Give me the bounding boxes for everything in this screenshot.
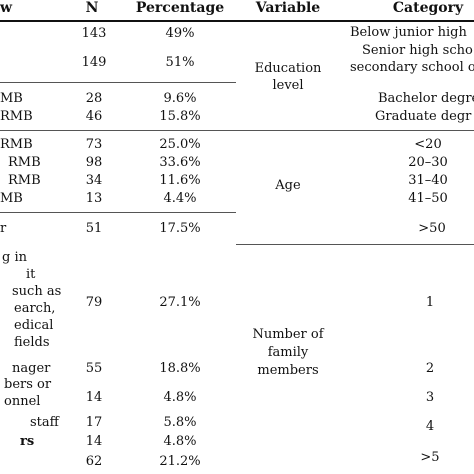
var-age: Age <box>275 178 301 193</box>
cat-age: <20 <box>414 137 442 152</box>
row-label: staff <box>30 415 59 430</box>
cell-pct: 4.8% <box>163 434 197 449</box>
cell-pct: 21.2% <box>159 454 201 469</box>
cat-education: Bachelor degre <box>378 91 474 106</box>
row-label: r <box>0 221 7 236</box>
cell-n: 46 <box>85 109 103 124</box>
cell-n: 34 <box>85 173 103 188</box>
cat-family: 1 <box>425 295 435 310</box>
row-label: RMB <box>0 109 33 124</box>
row-label: edical <box>14 318 54 333</box>
cell-pct: 17.5% <box>159 221 201 236</box>
cat-education: Graduate degr <box>375 109 472 124</box>
row-label: RMB <box>8 173 41 188</box>
cell-n: 149 <box>81 55 107 70</box>
section-rule <box>236 130 474 131</box>
cell-pct: 4.4% <box>163 191 197 206</box>
cat-family: 3 <box>425 390 435 405</box>
section-rule <box>0 130 236 131</box>
cell-pct: 15.8% <box>159 109 201 124</box>
row-label: earch, <box>14 301 56 316</box>
header-percentage: Percentage <box>135 0 225 16</box>
row-label: bers or <box>4 377 52 392</box>
var-family: Number of <box>252 327 324 342</box>
row-label: MB <box>0 191 23 206</box>
section-rule <box>0 212 236 213</box>
cell-pct: 51% <box>165 55 195 70</box>
header-rule <box>0 20 474 22</box>
row-label: nager <box>12 361 51 376</box>
var-family-line2: family <box>267 345 309 360</box>
cell-pct: 18.8% <box>159 361 201 376</box>
cell-pct: 11.6% <box>159 173 201 188</box>
cell-n: 79 <box>85 295 103 310</box>
cell-pct: 27.1% <box>159 295 201 310</box>
var-education-line2: level <box>272 78 304 93</box>
cell-n: 28 <box>85 91 103 106</box>
cell-n: 143 <box>81 26 107 41</box>
cat-education: Below junior high <box>350 25 467 40</box>
cell-n: 55 <box>85 361 103 376</box>
cell-pct: 25.0% <box>159 137 201 152</box>
cat-education: secondary school o <box>350 60 474 75</box>
cell-n: 98 <box>85 155 103 170</box>
cell-n: 13 <box>85 191 103 206</box>
cat-age: >50 <box>418 221 446 236</box>
var-education: Education <box>254 61 322 76</box>
row-label: it <box>26 267 36 282</box>
cat-family: 2 <box>425 361 435 376</box>
header-category: Category <box>392 0 464 16</box>
section-rule <box>236 244 474 245</box>
row-label: RMB <box>8 155 41 170</box>
row-label: such as <box>12 284 62 299</box>
cell-pct: 33.6% <box>159 155 201 170</box>
row-label: g in <box>2 250 27 265</box>
cat-age: 20–30 <box>408 155 448 170</box>
cat-age: 41–50 <box>408 191 448 206</box>
header-n: N <box>85 0 99 16</box>
row-label: rs <box>20 434 35 449</box>
cell-pct: 4.8% <box>163 390 197 405</box>
cell-n: 14 <box>85 434 103 449</box>
cell-n: 14 <box>85 390 103 405</box>
cell-pct: 9.6% <box>163 91 197 106</box>
section-rule <box>0 82 236 83</box>
cell-n: 62 <box>85 454 103 469</box>
row-label: RMB <box>0 137 33 152</box>
row-label: onnel <box>4 394 41 409</box>
row-label: MB <box>0 91 23 106</box>
cell-pct: 5.8% <box>163 415 197 430</box>
var-family-line3: members <box>257 363 319 378</box>
cat-family: 4 <box>425 419 435 434</box>
cat-age: 31–40 <box>408 173 448 188</box>
cell-n: 73 <box>85 137 103 152</box>
cell-n: 51 <box>85 221 103 236</box>
cat-education: Senior high scho <box>362 43 473 58</box>
cat-family: >5 <box>420 450 440 465</box>
header-variable: Variable <box>255 0 321 16</box>
row-label: fields <box>14 335 50 350</box>
header-variable-left: w <box>0 0 13 16</box>
cell-pct: 49% <box>165 26 195 41</box>
cell-n: 17 <box>85 415 103 430</box>
